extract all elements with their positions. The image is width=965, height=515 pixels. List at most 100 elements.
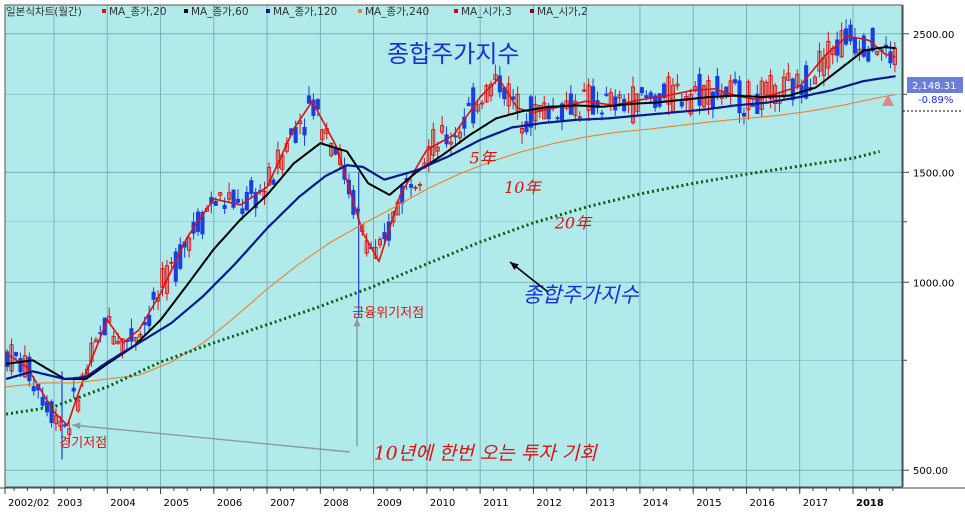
candle-body <box>249 180 254 195</box>
arrow-2003-shaft <box>71 424 351 453</box>
candle-body <box>839 30 844 58</box>
candle-body <box>218 192 223 196</box>
candle-body <box>715 75 720 96</box>
candle-body <box>147 314 152 327</box>
candle-body <box>759 80 764 110</box>
candle-body <box>768 75 773 100</box>
x-tick-label: 2004 <box>110 498 135 509</box>
x-tick-label: 2013 <box>590 498 615 509</box>
last-price-change: -0.89% <box>918 95 953 106</box>
candle-body <box>453 135 458 138</box>
annotation-5y: 5年 <box>469 148 497 167</box>
plot-frame <box>4 4 903 488</box>
candle-body <box>235 198 241 203</box>
plot-background <box>5 5 902 487</box>
candle-body <box>866 49 871 62</box>
y-tick-label: 2500.00 <box>913 30 954 41</box>
candle-body <box>701 85 707 108</box>
candle-body <box>870 27 875 52</box>
candle-body <box>53 415 59 425</box>
candle-body <box>457 131 462 139</box>
candle-body <box>888 51 893 64</box>
candle-body <box>151 291 156 300</box>
candle-body <box>227 192 232 200</box>
candle-body <box>679 101 684 107</box>
legend-item: MA_시가,3 <box>461 6 512 18</box>
chart-title: 종합주가지수 <box>387 40 519 68</box>
annotation-2003-low: 경기저점 <box>59 436 107 451</box>
candle-body <box>852 36 857 54</box>
candle-body <box>559 103 565 121</box>
annotation-opportunity: 10년에 한번 오는 투자 기회 <box>374 443 599 465</box>
x-tick-label: 2018 <box>856 498 884 509</box>
candle-body <box>644 95 649 99</box>
x-tick-label: 2006 <box>217 498 242 509</box>
candle-body <box>675 83 680 87</box>
candle-body <box>133 337 138 342</box>
legend-swatch <box>266 9 270 13</box>
candle-body <box>781 76 786 98</box>
candle-body <box>688 94 693 115</box>
candle-body <box>706 80 711 105</box>
candle-body <box>306 95 312 104</box>
candle-body <box>31 386 36 392</box>
candle-body <box>173 251 178 282</box>
candle-body <box>613 96 618 111</box>
grid <box>4 5 902 487</box>
legend: 일본식차트(월간) MA_종가,20 MA_종가,60 MA_종가,120 MA_종가,… <box>6 5 588 18</box>
candle-body <box>835 39 840 56</box>
series-line-3 <box>6 94 896 388</box>
legend-swatch <box>358 9 362 13</box>
candle-body <box>417 183 422 186</box>
candle-body <box>764 81 769 96</box>
legend-item: MA_종가,20 <box>109 6 167 18</box>
legend-item: MA_종가,120 <box>273 6 337 18</box>
candle-body <box>5 351 10 368</box>
x-axis-ticks: 2002/02 2003 2004 2005 2006 2007 2008 2009 2010 2… <box>4 488 894 509</box>
annotation-crisis-low: 금융위기저점 <box>352 306 424 321</box>
candle-body <box>40 396 45 406</box>
y-tick-label: 1500.00 <box>913 168 954 179</box>
x-tick-label: 2005 <box>164 498 189 509</box>
candle-body <box>435 146 440 152</box>
candle-body <box>812 76 818 85</box>
legend-swatch <box>102 9 106 13</box>
x-tick-label: 2017 <box>803 498 828 509</box>
candle-body <box>160 268 165 288</box>
candle-body <box>617 94 622 99</box>
candle-body <box>599 112 604 115</box>
last-price-box <box>907 77 963 93</box>
y-tick-label: 500.00 <box>913 466 948 477</box>
candle-body <box>639 87 644 94</box>
candle-body <box>710 91 715 109</box>
candle-body <box>382 232 387 240</box>
candle-body <box>466 102 471 107</box>
legend-swatch <box>454 9 458 13</box>
candle-body <box>231 189 236 208</box>
x-tick-label: 2003 <box>57 498 82 509</box>
candle-body <box>71 387 76 392</box>
x-tick-label: 2007 <box>270 498 295 509</box>
candle-body <box>861 35 866 57</box>
candle-body <box>733 79 738 84</box>
arrow-crisis-head <box>353 318 361 327</box>
candle-body <box>213 200 218 206</box>
annotation-20y: 20年 <box>554 213 593 232</box>
candle-body <box>187 237 192 251</box>
candle-body <box>391 211 396 223</box>
price-candles <box>5 19 897 460</box>
candle-body <box>573 100 578 116</box>
candle-body <box>413 186 418 189</box>
candle-body <box>302 126 307 136</box>
candle-body <box>409 184 414 188</box>
candle-body <box>657 93 662 107</box>
legend-item: MA_시가,2 <box>537 6 588 18</box>
annotation-10y: 10年 <box>504 178 542 197</box>
x-tick-label: 2011 <box>483 498 508 509</box>
candle-body <box>93 339 98 343</box>
candle-body <box>555 117 560 120</box>
candle-body <box>582 89 587 92</box>
candle-body <box>111 335 116 345</box>
